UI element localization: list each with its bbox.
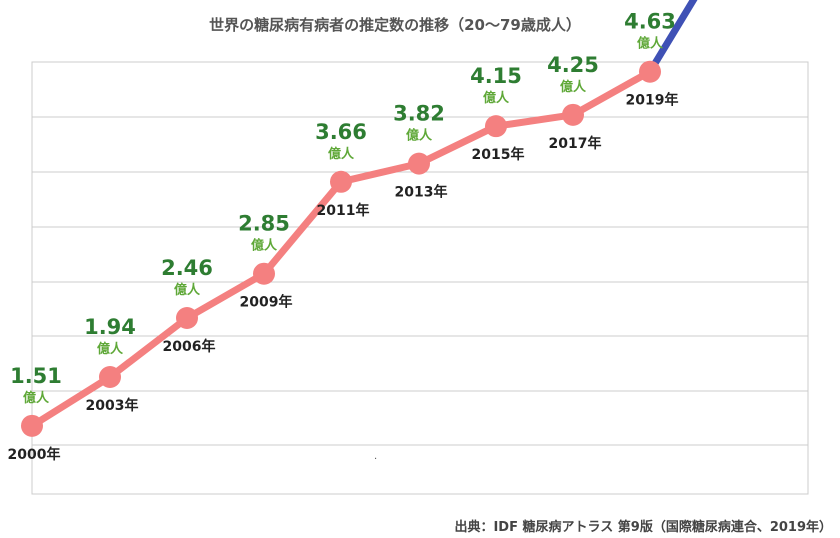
unit-label: 億人 bbox=[97, 341, 124, 357]
value-label: 4.25 bbox=[547, 53, 599, 77]
value-label: 4.63 bbox=[624, 10, 676, 34]
actual-line-segment bbox=[28, 373, 114, 430]
series-lines bbox=[28, 0, 698, 430]
year-label: 2003年 bbox=[86, 397, 139, 414]
source-note: 出典：IDF 糖尿病アトラス 第9版（国際糖尿病連合、2019年） bbox=[454, 519, 832, 535]
data-point bbox=[176, 306, 198, 329]
year-label: 2013年 bbox=[395, 184, 448, 201]
data-point bbox=[99, 366, 121, 389]
data-point bbox=[639, 60, 661, 83]
unit-label: 億人 bbox=[637, 36, 664, 52]
year-label: 2011年 bbox=[317, 202, 370, 219]
actual-line-segment bbox=[106, 314, 191, 381]
value-label: 2.85 bbox=[238, 212, 290, 236]
unit-label: 億人 bbox=[328, 146, 355, 162]
series-points bbox=[21, 60, 661, 437]
actual-line-segment bbox=[260, 178, 345, 278]
value-label: 1.51 bbox=[10, 364, 62, 388]
data-point bbox=[562, 103, 584, 126]
chart-title: 世界の糖尿病有病者の推定数の推移（20〜79歳成人） bbox=[209, 16, 581, 34]
data-point bbox=[253, 262, 275, 285]
actual-line-segment bbox=[337, 160, 423, 186]
unit-label: 億人 bbox=[251, 238, 278, 254]
year-label: 2015年 bbox=[472, 146, 525, 163]
unit-label: 億人 bbox=[23, 390, 50, 406]
value-label: 1.94 bbox=[84, 315, 136, 339]
forecast-line-segment bbox=[646, 0, 698, 76]
data-labels: 1.51 億人 2000年 1.94 億人 2003年 2.46 億人 2006年 2.85 億人 2… bbox=[8, 10, 679, 463]
unit-label: 億人 bbox=[406, 128, 433, 144]
data-point bbox=[408, 152, 430, 175]
year-label: 2000年 bbox=[8, 446, 61, 463]
value-label: 4.15 bbox=[470, 64, 522, 88]
data-point bbox=[330, 170, 352, 193]
value-label: 3.66 bbox=[315, 120, 367, 144]
year-label: 2019年 bbox=[626, 92, 679, 109]
year-label: 2009年 bbox=[240, 294, 293, 311]
actual-line-segment bbox=[183, 270, 268, 322]
plot-frame bbox=[31, 61, 809, 495]
data-point bbox=[21, 414, 43, 437]
year-label: 2006年 bbox=[163, 338, 216, 355]
value-label: 2.46 bbox=[161, 256, 213, 280]
unit-label: 億人 bbox=[483, 90, 510, 106]
actual-line-segment bbox=[415, 122, 500, 168]
stray-dot: · bbox=[374, 454, 377, 465]
year-label: 2017年 bbox=[549, 135, 602, 152]
data-point bbox=[485, 115, 507, 138]
actual-line-segment bbox=[569, 68, 654, 119]
actual-line-segment bbox=[492, 111, 577, 130]
value-label: 3.82 bbox=[393, 102, 445, 126]
unit-label: 億人 bbox=[174, 282, 201, 298]
unit-label: 億人 bbox=[560, 79, 587, 95]
